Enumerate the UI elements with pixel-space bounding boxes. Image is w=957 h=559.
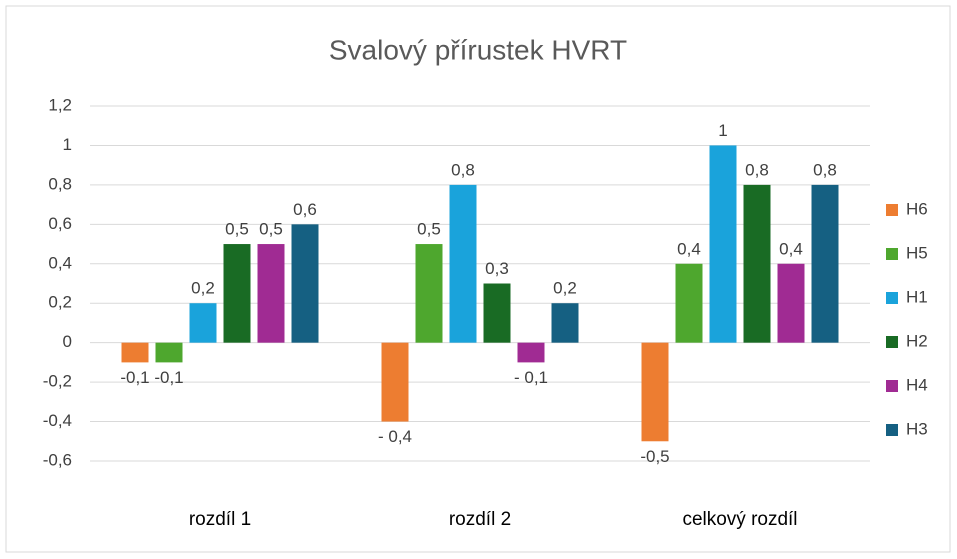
legend-label: H6 xyxy=(906,199,928,218)
y-tick-label: 1 xyxy=(63,135,72,154)
legend-swatch xyxy=(886,424,898,436)
bar xyxy=(381,342,409,422)
data-label: 0,6 xyxy=(293,200,317,219)
bar xyxy=(415,244,443,343)
data-label: 0,3 xyxy=(485,259,509,278)
bar xyxy=(483,283,511,343)
legend-label: H4 xyxy=(906,375,928,394)
bar xyxy=(223,244,251,343)
legend-swatch xyxy=(886,204,898,216)
y-tick-label: 0,6 xyxy=(48,214,72,233)
x-tick-label: celkový rozdíl xyxy=(682,509,797,530)
legend-swatch xyxy=(886,248,898,260)
bar xyxy=(709,145,737,343)
y-tick-label: 1,2 xyxy=(48,95,72,114)
bar xyxy=(257,244,285,343)
data-label: 1 xyxy=(718,121,727,140)
legend-swatch xyxy=(886,292,898,304)
legend-label: H3 xyxy=(906,419,928,438)
bar xyxy=(675,263,703,343)
data-label: 0,5 xyxy=(417,220,441,239)
data-label: - 0,4 xyxy=(378,427,412,446)
bar xyxy=(291,224,319,343)
data-label: -0,5 xyxy=(640,447,669,466)
bar xyxy=(811,184,839,343)
bar xyxy=(517,342,545,363)
bar xyxy=(641,342,669,442)
data-label: - 0,1 xyxy=(514,368,548,387)
data-label: -0,1 xyxy=(120,368,149,387)
bar xyxy=(777,263,805,343)
data-label: 0,4 xyxy=(677,239,701,258)
data-label: 0,2 xyxy=(553,279,577,298)
data-label: 0,5 xyxy=(225,220,249,239)
x-tick-label: rozdíl 1 xyxy=(189,509,251,530)
data-label: 0,8 xyxy=(813,160,837,179)
bar xyxy=(121,342,149,363)
bar xyxy=(743,184,771,343)
y-tick-label: 0 xyxy=(63,332,72,351)
bar xyxy=(551,303,579,343)
data-label: -0,1 xyxy=(154,368,183,387)
bar xyxy=(155,342,183,363)
data-label: 0,5 xyxy=(259,220,283,239)
bar xyxy=(189,303,217,343)
legend-swatch xyxy=(886,380,898,392)
y-tick-label: -0,2 xyxy=(43,372,72,391)
legend-swatch xyxy=(886,336,898,348)
legend-label: H2 xyxy=(906,331,928,350)
data-label: 0,8 xyxy=(745,160,769,179)
y-tick-label: -0,6 xyxy=(43,450,72,469)
y-tick-label: -0,4 xyxy=(43,411,72,430)
y-tick-label: 0,8 xyxy=(48,174,72,193)
chart-border xyxy=(5,5,951,553)
data-label: 0,2 xyxy=(191,279,215,298)
data-label: 0,8 xyxy=(451,160,475,179)
data-label: 0,4 xyxy=(779,239,803,258)
legend-label: H1 xyxy=(906,287,928,306)
y-tick-label: 0,4 xyxy=(48,253,72,272)
chart-title: Svalový přírustek HVRT xyxy=(329,34,627,65)
bar xyxy=(449,184,477,343)
x-tick-label: rozdíl 2 xyxy=(449,509,511,530)
y-tick-label: 0,2 xyxy=(48,293,72,312)
legend-label: H5 xyxy=(906,243,928,262)
